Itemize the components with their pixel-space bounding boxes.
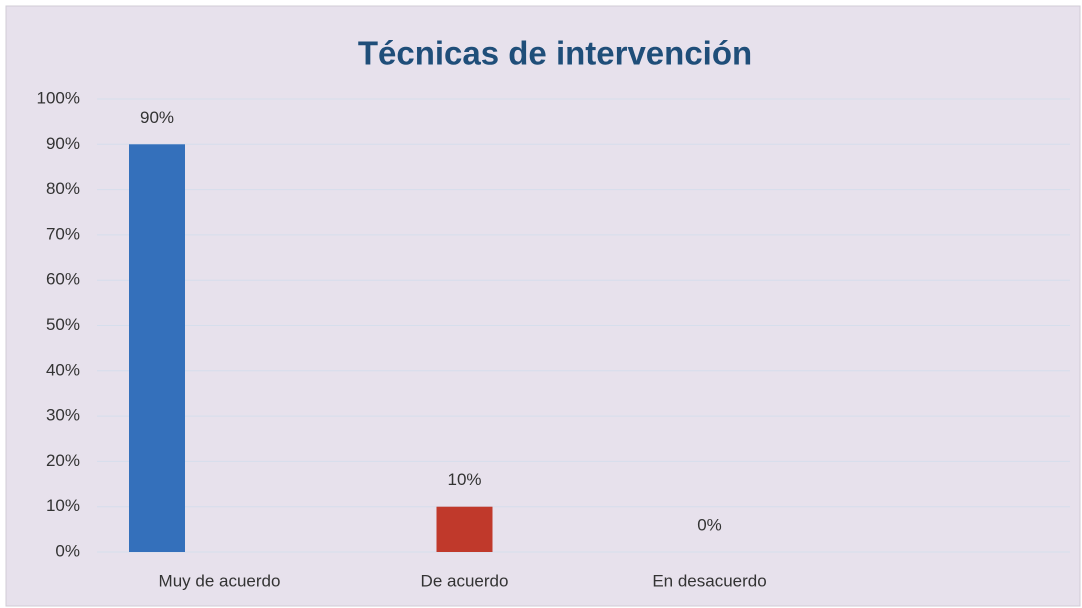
y-tick-label: 20% [46, 451, 80, 470]
data-label: 0% [697, 515, 722, 534]
data-label: 90% [140, 108, 174, 127]
y-tick-label: 40% [46, 360, 80, 379]
data-label: 10% [447, 470, 481, 489]
x-tick-label: En desacuerdo [652, 571, 766, 590]
y-tick-label: 30% [46, 406, 80, 425]
y-tick-label: 100% [37, 88, 80, 107]
x-tick-label: Muy de acuerdo [159, 571, 281, 590]
x-tick-label: De acuerdo [421, 571, 509, 590]
y-tick-label: 50% [46, 315, 80, 334]
bar [129, 144, 185, 553]
y-tick-label: 0% [55, 541, 80, 560]
bar [436, 506, 493, 552]
y-tick-label: 90% [46, 134, 80, 153]
y-tick-label: 80% [46, 179, 80, 198]
y-tick-label: 60% [46, 270, 80, 289]
chart-title: Técnicas de intervención [358, 35, 752, 72]
y-tick-label: 10% [46, 496, 80, 515]
y-tick-label: 70% [46, 224, 80, 243]
